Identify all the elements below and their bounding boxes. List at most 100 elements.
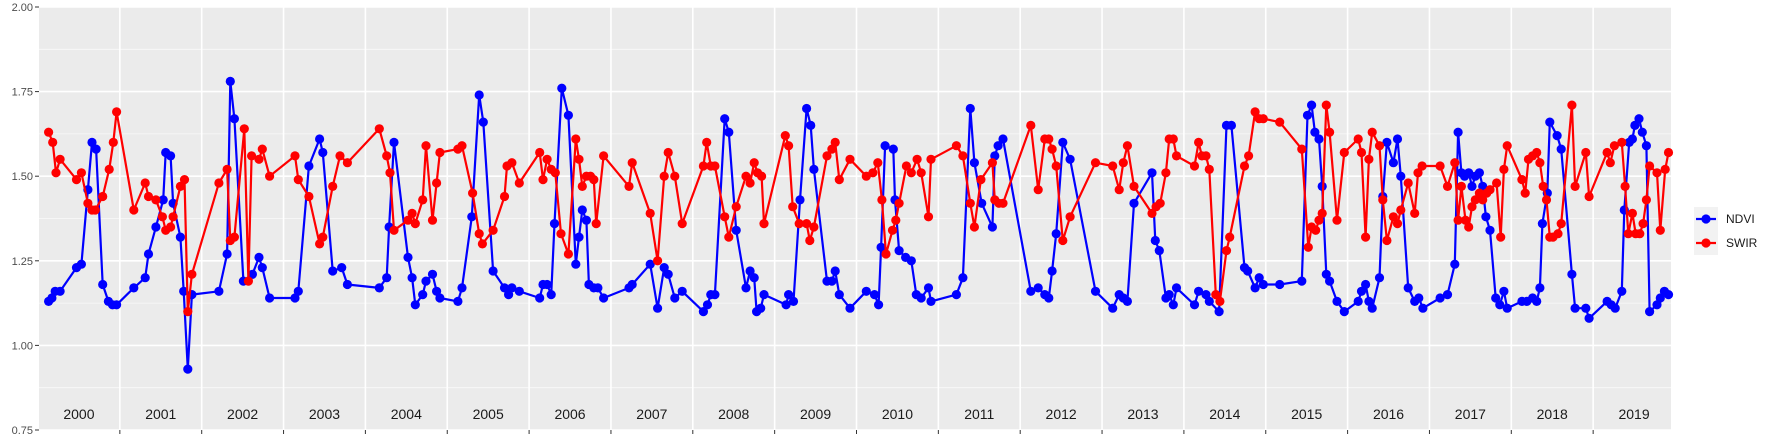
- ndvi-point: [1630, 120, 1640, 130]
- swir-point: [1065, 212, 1075, 222]
- ndvi-point: [407, 273, 417, 283]
- swir-point: [577, 181, 587, 191]
- swir-point: [987, 158, 998, 168]
- ndvi-point: [1627, 134, 1637, 144]
- swir-point: [1058, 235, 1068, 246]
- year-label: 2000: [63, 406, 94, 422]
- swir-point: [474, 229, 484, 239]
- ndvi-point: [1325, 276, 1335, 286]
- swir-point: [599, 151, 609, 161]
- ndvi-point: [1339, 307, 1349, 317]
- swir-point: [247, 151, 257, 161]
- ndvi-point: [888, 144, 898, 154]
- ndvi-point: [91, 144, 101, 154]
- ndvi-point: [229, 114, 239, 124]
- ndvi-point: [225, 76, 235, 86]
- ndvi-point: [474, 90, 484, 100]
- swir-point: [44, 127, 54, 137]
- ndvi-point: [1645, 307, 1655, 317]
- swir-point: [535, 147, 545, 158]
- swir-point: [731, 202, 741, 212]
- swir-point: [1225, 232, 1235, 242]
- swir-point: [304, 191, 314, 202]
- ndvi-point: [965, 103, 975, 114]
- swir-point: [571, 134, 581, 144]
- swir-point: [784, 141, 794, 151]
- ndvi-point: [869, 290, 880, 300]
- ndvi-point: [1297, 276, 1307, 286]
- swir-point: [108, 137, 118, 147]
- ndvi-point: [1250, 283, 1260, 293]
- swir-point: [318, 232, 328, 242]
- swir-point: [757, 171, 767, 181]
- ndvi-point: [1499, 286, 1509, 296]
- swir-point: [239, 124, 249, 134]
- y-tick-label: 1.00: [12, 340, 33, 352]
- swir-point: [432, 178, 442, 188]
- swir-point: [976, 175, 986, 185]
- year-label: 2002: [227, 406, 258, 422]
- swir-point: [998, 198, 1008, 208]
- swir-point: [645, 208, 655, 218]
- ndvi-point: [247, 269, 257, 279]
- swir-point: [1602, 147, 1612, 158]
- swir-point: [698, 161, 709, 171]
- swir-point: [1392, 219, 1403, 229]
- ndvi-point: [784, 290, 794, 300]
- ndvi-point: [1302, 110, 1313, 120]
- ndvi-point: [720, 114, 730, 124]
- ndvi-point: [1655, 293, 1665, 303]
- swir-point: [427, 215, 438, 225]
- swir-point: [48, 137, 58, 147]
- ndvi-point: [1442, 290, 1453, 300]
- swir-point: [1147, 208, 1157, 218]
- ndvi-point: [546, 290, 556, 300]
- ndvi-point: [403, 252, 413, 262]
- swir-point: [627, 158, 637, 168]
- ndvi-point: [1026, 286, 1036, 296]
- ndvi-point: [549, 219, 560, 229]
- year-label: 2017: [1455, 406, 1486, 422]
- swir-point: [1541, 195, 1552, 205]
- ndvi-point: [557, 83, 567, 93]
- swir-point: [677, 219, 687, 229]
- swir-point: [563, 249, 574, 259]
- swir-point: [809, 222, 819, 232]
- series-layer: [44, 76, 1674, 374]
- ndvi-point: [698, 307, 709, 317]
- ndvi-point: [1204, 296, 1214, 306]
- swir-point: [90, 205, 100, 215]
- gridlines: [39, 6, 1671, 431]
- swir-point: [1189, 161, 1200, 171]
- swir-point: [214, 178, 224, 188]
- ndvi-point: [1584, 313, 1594, 323]
- ndvi-point: [1051, 229, 1061, 239]
- ndvi-point: [1364, 296, 1374, 306]
- ndvi-point: [1491, 293, 1501, 303]
- ndvi-point: [467, 212, 477, 222]
- swir-point: [1129, 181, 1139, 191]
- swir-point: [1321, 100, 1331, 110]
- ndvi-point: [410, 300, 420, 310]
- legend-item-swir: SWIR: [1694, 231, 1758, 255]
- swir-point: [1605, 158, 1615, 168]
- swir-point: [477, 239, 487, 249]
- swir-point: [1663, 147, 1674, 158]
- ndvi-point: [265, 293, 275, 303]
- ndvi-point: [514, 286, 524, 296]
- ndvi-point: [293, 286, 303, 296]
- swir-point: [1339, 147, 1349, 158]
- swir-point: [1581, 147, 1591, 158]
- y-tick-label: 1.75: [12, 87, 33, 99]
- swir-point: [794, 219, 804, 229]
- swir-point: [112, 107, 122, 117]
- ndvi-point: [710, 290, 720, 300]
- ndvi-point: [183, 364, 193, 374]
- swir-point: [254, 154, 264, 164]
- ndvi-point: [337, 263, 347, 273]
- swir-point: [891, 215, 901, 225]
- swir-point: [407, 208, 417, 218]
- y-tick-label: 1.25: [12, 256, 33, 268]
- ndvi-point: [1254, 273, 1264, 283]
